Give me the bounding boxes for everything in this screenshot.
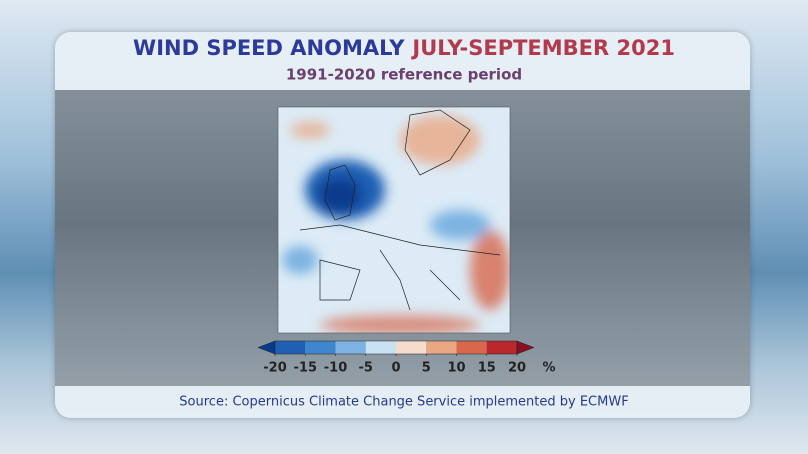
colorbar-segment [456,341,487,354]
colorbar-tick-label: 20 [508,361,526,376]
title: WIND SPEED ANOMALY JULY-SEPTEMBER 2021 [133,36,675,60]
colorbar-unit: % [542,361,555,376]
subtitle: 1991-2020 reference period [286,66,522,84]
title-part: JULY-SEPTEMBER 2021 [410,36,675,60]
colorbar-segment [365,341,396,354]
map [278,107,510,333]
colorbar: -20 -15 -10 -5 0 5 10 15 20% [257,340,556,376]
colorbar-tick-label: 0 [391,361,400,376]
colorbar-tick-label: -10 [324,361,348,376]
map-frame [277,106,511,334]
colorbar-tick-label: 15 [478,361,496,376]
colorbar-tick-label: -20 [263,361,287,376]
colorbar-segment [486,341,517,354]
colorbar-segment [335,341,366,354]
source: Source: Copernicus Climate Change Servic… [179,395,628,410]
title-part: WIND SPEED ANOMALY [133,36,405,60]
colorbar-segment [275,341,306,354]
colorbar-tick-label: -5 [359,361,373,376]
colorbar-arrow [257,340,276,355]
colorbar-tick-label: 5 [422,361,431,376]
colorbar-arrow [516,340,535,355]
colorbar-segment [396,341,427,354]
colorbar-segment [426,341,457,354]
colorbar-tick-label: -15 [294,361,318,376]
colorbar-segment [305,341,336,354]
colorbar-tick-label: 10 [447,361,465,376]
